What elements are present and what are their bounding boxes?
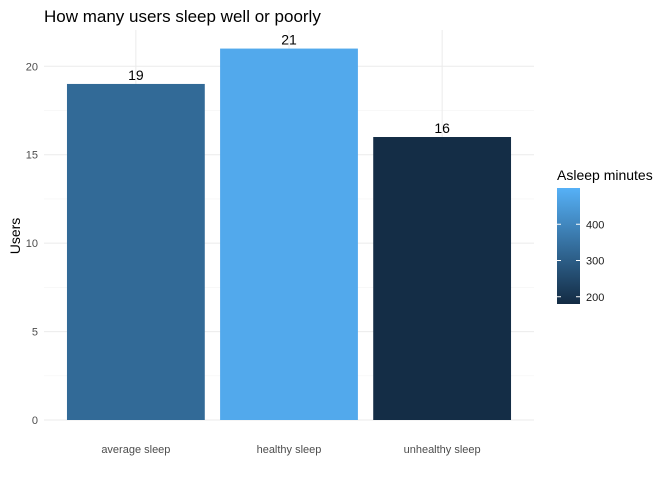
legend-tick-label: 300 <box>586 256 604 268</box>
y-axis-title: Users <box>7 218 23 255</box>
x-axis-ticks: average sleep healthy sleep unhealthy slee… <box>101 444 480 456</box>
legend-title: Asleep minutes <box>557 167 653 183</box>
y-tick-label: 20 <box>26 61 38 73</box>
y-tick-label: 15 <box>26 150 38 162</box>
data-label: 16 <box>434 120 450 136</box>
data-label: 21 <box>281 32 297 48</box>
plot-area: 19 21 16 <box>44 30 534 421</box>
legend-ticks: 200 300 400 <box>557 219 604 304</box>
bars <box>66 48 512 420</box>
chart-title: How many users sleep well or poorly <box>44 7 321 26</box>
x-tick-label: healthy sleep <box>257 444 322 456</box>
bar-healthy-sleep <box>220 48 358 420</box>
data-label: 19 <box>128 67 144 83</box>
bar-average-sleep <box>66 83 205 420</box>
y-tick-label: 5 <box>32 327 38 339</box>
y-tick-label: 0 <box>32 415 38 427</box>
color-legend: Asleep minutes 200 300 400 <box>557 167 653 304</box>
y-tick-label: 10 <box>26 238 38 250</box>
x-tick-label: average sleep <box>101 444 170 456</box>
legend-tick-label: 200 <box>586 292 604 304</box>
y-axis-ticks: 0 5 10 15 20 <box>26 61 38 427</box>
bar-unhealthy-sleep <box>373 137 512 420</box>
legend-color-bar <box>557 188 580 304</box>
x-tick-label: unhealthy sleep <box>404 444 481 456</box>
data-labels: 19 21 16 <box>128 32 450 136</box>
legend-tick-label: 400 <box>586 219 604 231</box>
